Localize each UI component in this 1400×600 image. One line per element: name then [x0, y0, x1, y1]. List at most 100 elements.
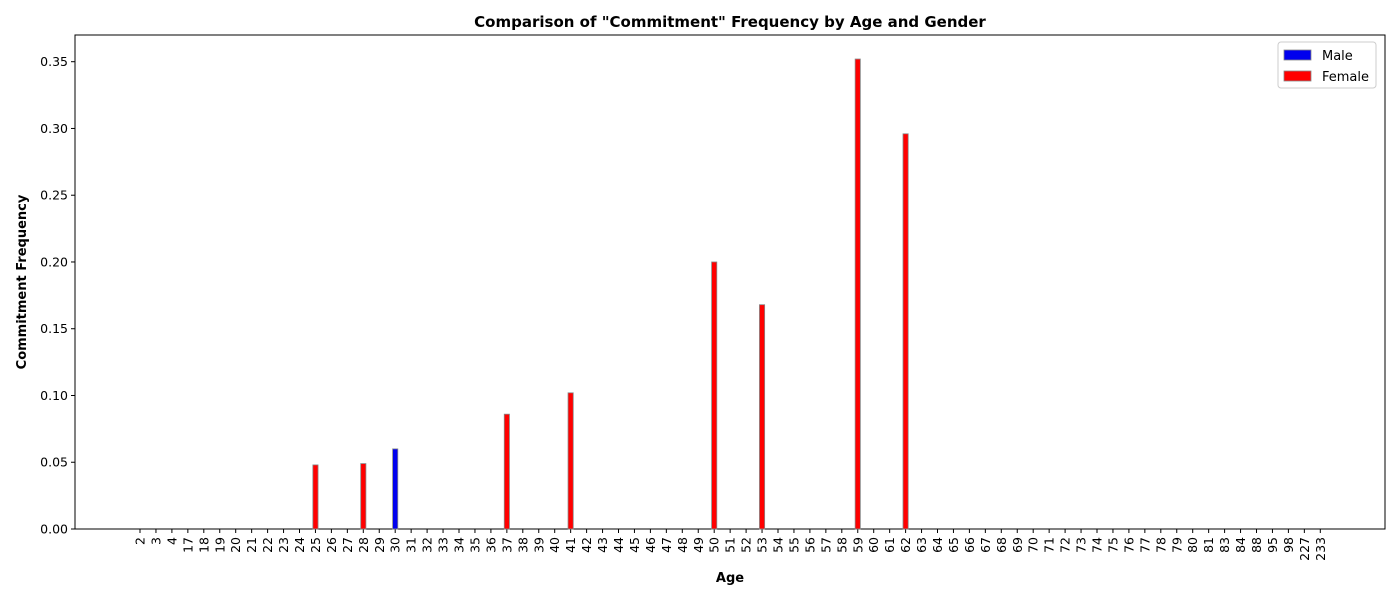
x-tick-label: 75	[1105, 537, 1120, 553]
x-tick-label: 76	[1121, 537, 1136, 553]
x-tick-label: 34	[452, 537, 467, 553]
legend-label-female: Female	[1322, 70, 1369, 85]
bar-female-37	[503, 413, 510, 530]
x-axis-label: Age	[716, 571, 744, 586]
y-tick-label: 0.05	[40, 455, 68, 470]
x-tick-label: 59	[850, 537, 865, 553]
x-tick-label: 39	[531, 537, 546, 553]
bar-female-25	[312, 464, 319, 530]
y-tick-label: 0.20	[40, 254, 68, 269]
x-tick-label: 47	[659, 537, 674, 553]
legend-swatch-female	[1283, 70, 1312, 82]
x-tick-label: 23	[276, 537, 291, 553]
y-axis-label: Commitment Frequency	[15, 194, 30, 369]
bar-female-41	[567, 392, 574, 530]
x-tick-label: 64	[930, 537, 945, 553]
x-tick-label: 37	[499, 537, 514, 553]
x-tick-label: 65	[946, 537, 961, 553]
x-tick-label: 45	[627, 537, 642, 553]
x-tick-label: 30	[388, 537, 403, 553]
x-tick-label: 79	[1169, 537, 1184, 553]
x-tick-label: 74	[1090, 537, 1105, 553]
x-tick-label: 62	[898, 537, 913, 553]
legend-label-male: Male	[1322, 49, 1353, 64]
x-tick-label: 21	[244, 537, 259, 553]
x-tick-label: 43	[595, 537, 610, 553]
x-tick-label: 95	[1265, 537, 1280, 553]
bar-female-59	[854, 58, 861, 530]
x-tick-label: 28	[356, 537, 371, 553]
x-tick-label: 20	[228, 537, 243, 553]
y-tick-label: 0.35	[40, 54, 68, 69]
x-tick-label: 27	[340, 537, 355, 553]
bar-female-28	[360, 463, 367, 530]
x-tick-label: 57	[818, 537, 833, 553]
x-tick-label: 31	[404, 537, 419, 553]
plot-frame	[74, 34, 1386, 530]
x-tick-label: 4	[164, 537, 179, 545]
x-tick-label: 44	[611, 537, 626, 553]
bar-female-62	[902, 133, 909, 530]
x-tick-label: 54	[771, 537, 786, 553]
x-tick-label: 66	[962, 537, 977, 553]
x-tick-label: 38	[515, 537, 530, 553]
bar-male-30	[392, 448, 399, 530]
x-tick-label: 36	[483, 537, 498, 553]
x-tick-label: 52	[739, 537, 754, 553]
legend-swatch-male	[1283, 49, 1312, 61]
x-tick-label: 78	[1153, 537, 1168, 553]
x-tick-label: 53	[755, 537, 770, 553]
x-tick-label: 50	[707, 537, 722, 553]
x-tick-label: 70	[1026, 537, 1041, 553]
x-tick-label: 26	[324, 537, 339, 553]
y-tick-label: 0.15	[40, 321, 68, 336]
x-tick-label: 69	[1010, 537, 1025, 553]
chart-title: Comparison of "Commitment" Frequency by …	[474, 13, 986, 31]
x-tick-label: 35	[467, 537, 482, 553]
y-tick-label: 0.00	[40, 522, 68, 537]
x-tick-label: 3	[148, 537, 163, 545]
x-tick-label: 84	[1233, 537, 1248, 553]
x-tick-label: 19	[212, 537, 227, 553]
x-tick-label: 80	[1185, 537, 1200, 553]
x-tick-label: 41	[563, 537, 578, 553]
x-tick-label: 61	[882, 537, 897, 553]
x-tick-label: 29	[372, 537, 387, 553]
x-tick-label: 17	[180, 537, 195, 553]
bar-female-53	[759, 304, 766, 530]
x-tick-label: 81	[1201, 537, 1216, 553]
x-tick-label: 25	[308, 537, 323, 553]
x-tick-label: 48	[675, 537, 690, 553]
x-tick-label: 63	[914, 537, 929, 553]
x-tick-label: 33	[436, 537, 451, 553]
x-tick-label: 227	[1297, 537, 1312, 561]
x-tick-label: 22	[260, 537, 275, 553]
y-tick-label: 0.25	[40, 188, 68, 203]
x-tick-label: 68	[994, 537, 1009, 553]
legend: Male Female	[1277, 41, 1377, 89]
x-tick-label: 71	[1042, 537, 1057, 553]
x-tick-label: 18	[196, 537, 211, 553]
x-tick-label: 88	[1249, 537, 1264, 553]
x-tick-label: 42	[579, 537, 594, 553]
x-tick-label: 58	[834, 537, 849, 553]
x-tick-label: 24	[292, 537, 307, 553]
x-tick-label: 233	[1313, 537, 1328, 561]
x-tick-label: 98	[1281, 537, 1296, 553]
x-tick-label: 56	[802, 537, 817, 553]
y-tick-label: 0.30	[40, 121, 68, 136]
x-tick-label: 49	[691, 537, 706, 553]
x-tick-label: 40	[547, 537, 562, 553]
x-tick-label: 2	[133, 537, 148, 545]
x-tick-label: 73	[1074, 537, 1089, 553]
x-tick-label: 55	[786, 537, 801, 553]
x-tick-label: 72	[1058, 537, 1073, 553]
x-tick-label: 83	[1217, 537, 1232, 553]
x-tick-label: 77	[1137, 537, 1152, 553]
x-tick-label: 51	[723, 537, 738, 553]
plot-area: 0.000.050.100.150.200.250.300.352 3 4 17 18 1…	[40, 34, 1386, 561]
x-tick-label: 46	[643, 537, 658, 553]
y-tick-label: 0.10	[40, 388, 68, 403]
x-tick-label: 32	[420, 537, 435, 553]
